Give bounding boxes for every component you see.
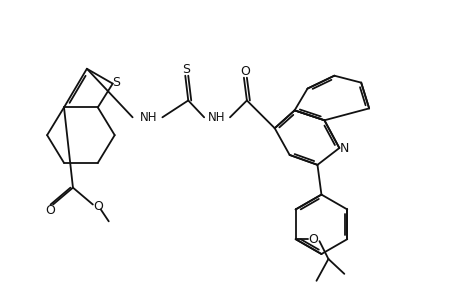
Text: NH: NH	[208, 111, 225, 124]
Text: S: S	[182, 63, 190, 76]
Text: S: S	[112, 76, 119, 89]
Text: O: O	[240, 65, 249, 78]
Text: O: O	[45, 204, 55, 217]
Text: O: O	[93, 200, 102, 213]
Text: O: O	[308, 233, 318, 246]
Text: N: N	[339, 142, 348, 154]
Text: NH: NH	[140, 111, 157, 124]
